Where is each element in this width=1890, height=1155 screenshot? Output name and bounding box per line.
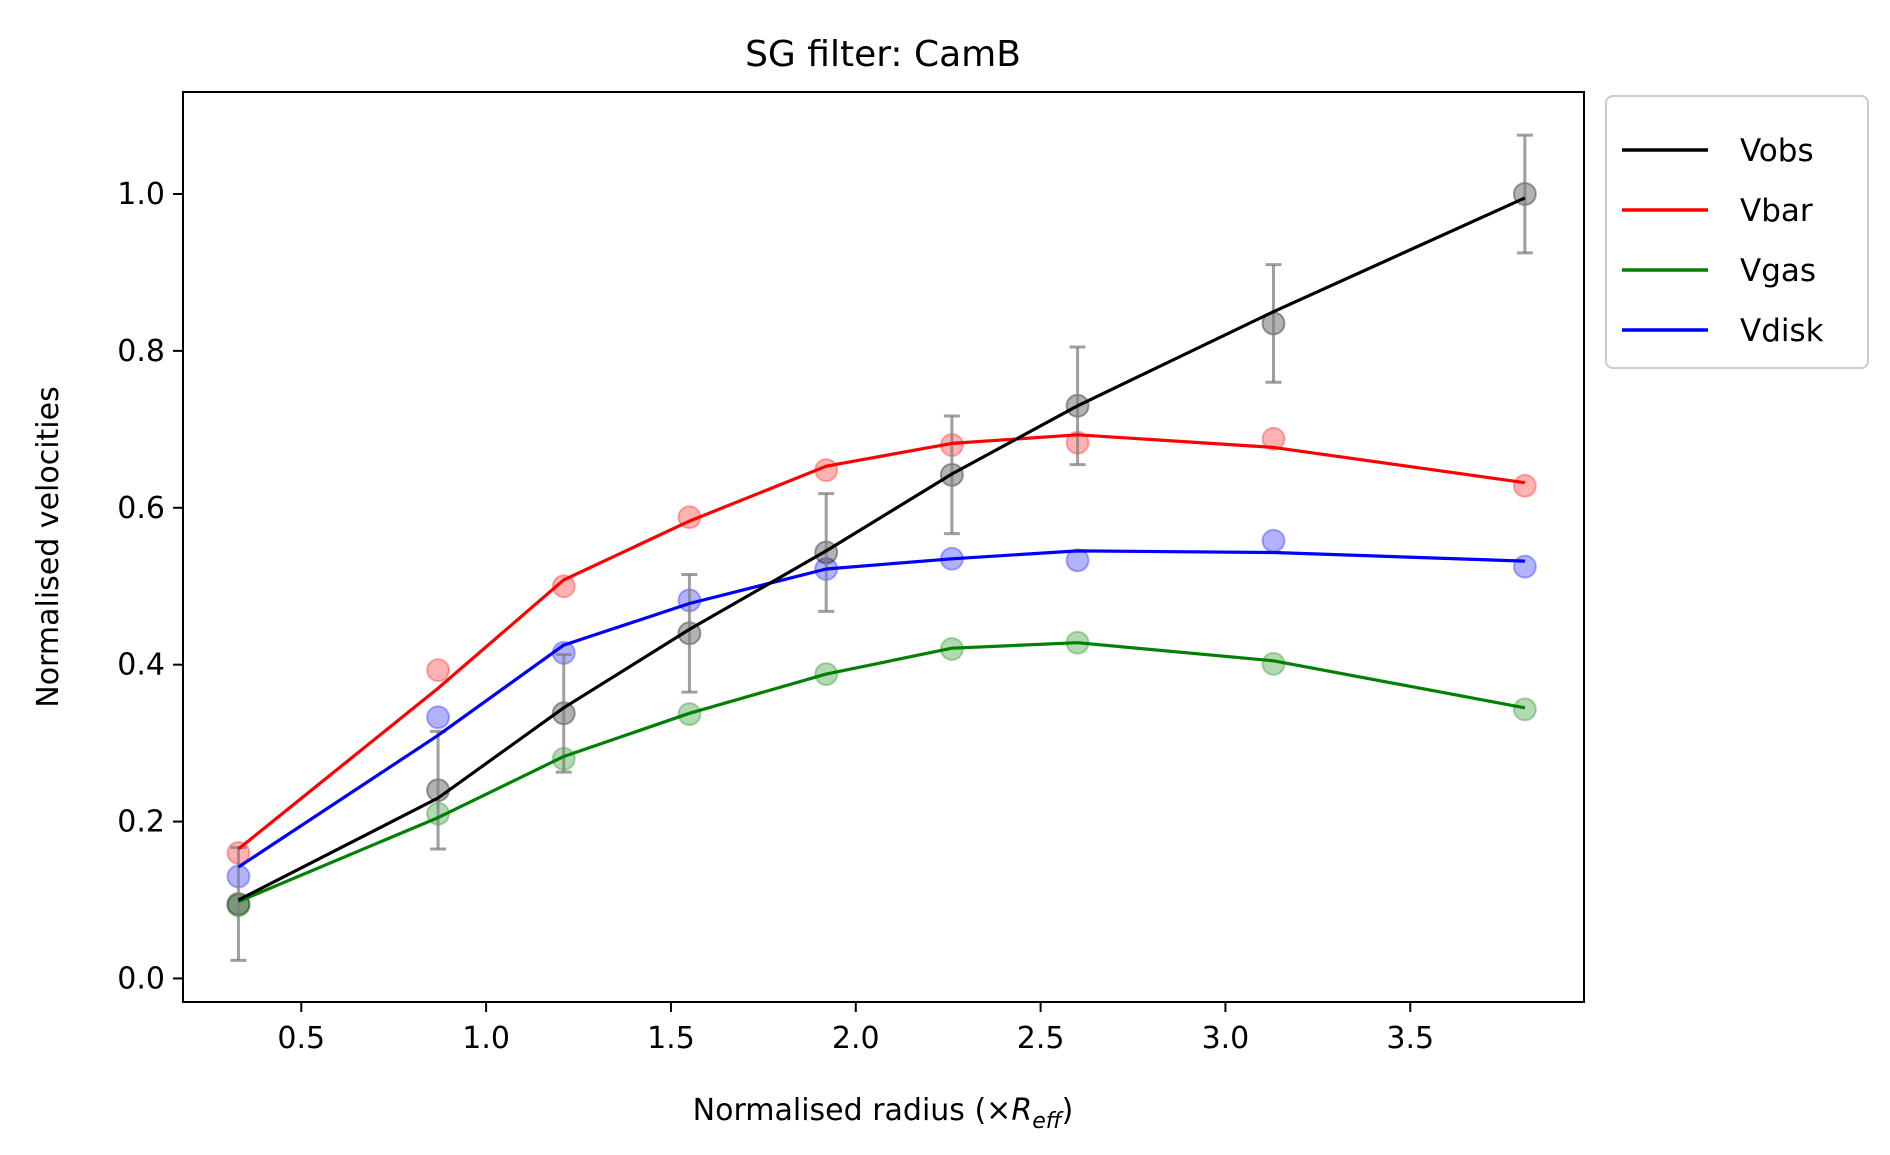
y-tick-label: 1.0	[117, 177, 165, 212]
vdisk-point	[426, 705, 451, 730]
y-axis-label: Normalised velocities	[31, 386, 66, 707]
vobs-error-bar	[555, 652, 572, 774]
x-tick-label: 3.0	[1202, 1021, 1250, 1056]
plot-frame	[182, 91, 1585, 1003]
legend-box	[1605, 95, 1869, 369]
legend-item-vgas: Vgas	[1622, 253, 1816, 289]
x-tick-label: 2.0	[832, 1021, 880, 1056]
vdisk-line	[237, 549, 1525, 869]
vdisk-point	[1512, 554, 1537, 579]
vbar-point	[551, 574, 576, 599]
vobs-error-bar	[1516, 133, 1533, 255]
vobs-error-bar	[681, 572, 698, 694]
y-axis: 0.0 0.2 0.4 0.6 0.8 1.0	[117, 177, 183, 996]
vgas-line	[237, 641, 1526, 904]
legend-item-vbar: Vbar	[1622, 193, 1813, 229]
legend-label: Vgas	[1740, 253, 1816, 289]
x-tick-label: 1.0	[462, 1021, 510, 1056]
y-tick-label: 0.2	[117, 805, 165, 840]
legend-label: Vdisk	[1740, 313, 1824, 349]
legend-label: Vobs	[1740, 133, 1814, 169]
vobs-error-bar	[1265, 263, 1282, 384]
vbar-point	[426, 658, 451, 683]
y-tick-label: 0.6	[117, 491, 165, 526]
vgas-point	[1261, 651, 1286, 676]
vbar-line	[237, 433, 1526, 851]
legend-label: Vbar	[1740, 193, 1813, 229]
vobs-line	[237, 196, 1526, 902]
vdisk-points	[226, 528, 1537, 889]
chart-title: SG filter: CamB	[745, 34, 1021, 75]
vbar-point	[1261, 426, 1286, 451]
y-tick-label: 0.4	[117, 648, 165, 683]
vobs-error-bars	[230, 133, 1533, 962]
x-tick-label: 1.5	[647, 1021, 695, 1056]
x-axis-label: Normalised radius (×Reff)	[693, 1093, 1074, 1134]
y-tick-label: 0.8	[117, 334, 165, 369]
vbar-points	[226, 426, 1537, 865]
vbar-point	[1512, 473, 1537, 498]
vdisk-point	[1261, 528, 1286, 553]
x-tick-label: 0.5	[277, 1021, 325, 1056]
vgas-point	[1512, 697, 1537, 722]
x-axis: 0.5 1.0 1.5 2.0 2.5 3.0 3.5	[277, 1002, 1434, 1056]
legend-item-vdisk: Vdisk	[1622, 313, 1824, 349]
x-tick-label: 2.5	[1017, 1021, 1065, 1056]
x-tick-label: 3.5	[1386, 1021, 1434, 1056]
legend-item-vobs: Vobs	[1622, 133, 1814, 169]
y-tick-label: 0.0	[117, 961, 165, 996]
legend: Vobs Vbar Vgas Vdisk	[1605, 95, 1869, 369]
plot-layer	[226, 133, 1537, 962]
